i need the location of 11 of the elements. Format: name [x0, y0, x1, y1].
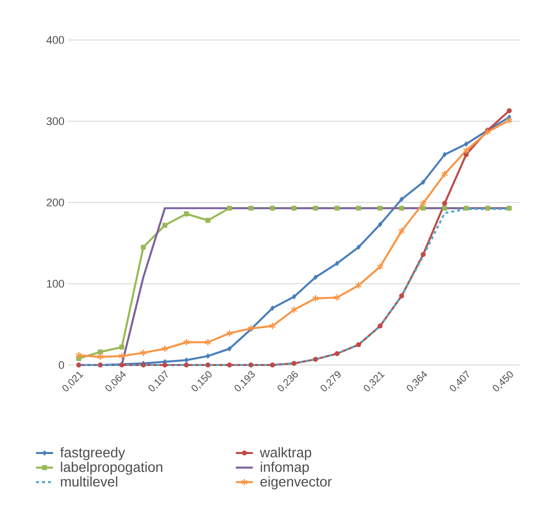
legend-label: infomap — [260, 462, 309, 475]
y-tick-label: 100 — [47, 280, 64, 288]
legend-label: walktrap — [260, 447, 312, 460]
y-tick-label: 300 — [46, 117, 64, 126]
legend-label: fastgreedy — [60, 447, 126, 460]
y-tick-label: 200 — [46, 198, 64, 206]
y-tick-label: 0 — [58, 361, 64, 369]
legend-label: labelpropogation — [60, 462, 162, 475]
legend-label: eigenvector — [260, 476, 332, 490]
y-tick-label: 400 — [46, 36, 64, 44]
legend-label: multilevel — [60, 476, 118, 487]
